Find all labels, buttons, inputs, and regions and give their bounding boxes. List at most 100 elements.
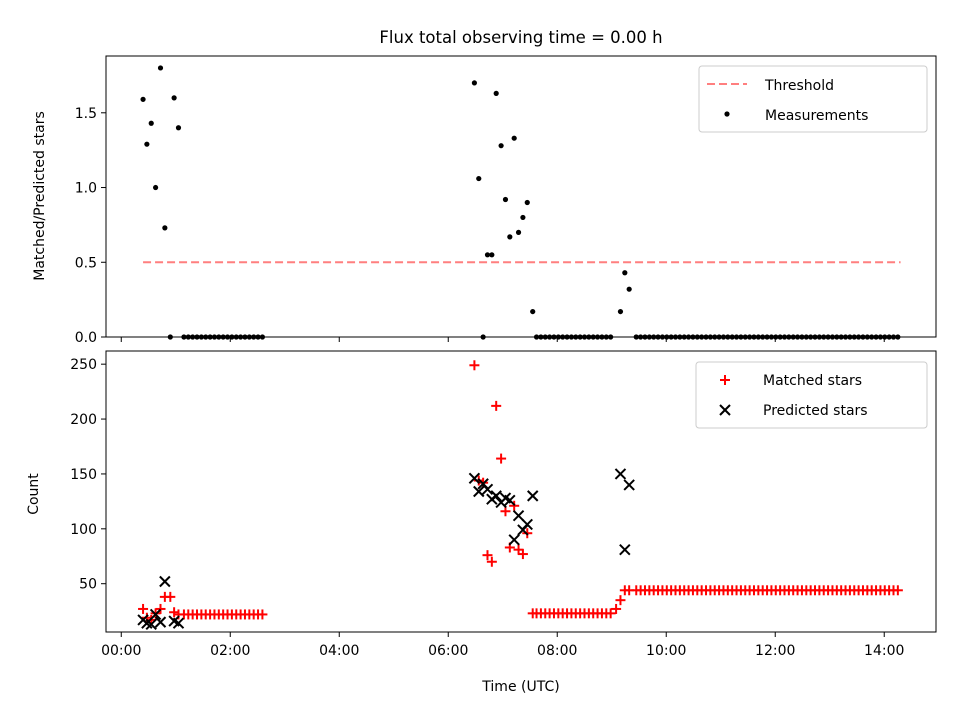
measurement-point bbox=[794, 334, 801, 340]
measurement-point bbox=[220, 334, 226, 340]
legend-measurements-label: Measurements bbox=[765, 108, 868, 124]
predicted-star-point bbox=[159, 575, 171, 588]
measurement-point bbox=[733, 334, 740, 340]
measurement-point bbox=[834, 334, 840, 340]
measurement-point bbox=[573, 334, 579, 340]
measurement-point bbox=[171, 95, 177, 101]
measurement-point bbox=[207, 334, 213, 340]
bottom-y-tick-label: 50 bbox=[79, 577, 97, 593]
matched-star-point bbox=[491, 400, 502, 411]
measurement-point bbox=[259, 334, 266, 340]
matched-star-point bbox=[165, 591, 176, 602]
bottom-y-tick-label: 250 bbox=[70, 357, 97, 373]
measurement-point bbox=[586, 334, 592, 340]
measurement-point bbox=[642, 334, 648, 340]
x-tick-label: 06:00 bbox=[428, 643, 468, 659]
predicted-star-point bbox=[154, 616, 167, 628]
measurement-point bbox=[564, 334, 570, 340]
matched-star-point bbox=[517, 549, 528, 560]
measurement-point bbox=[162, 225, 168, 231]
measurement-point bbox=[638, 334, 644, 340]
matched-star-point bbox=[611, 603, 622, 614]
matched-star-points bbox=[138, 360, 903, 625]
measurement-point bbox=[507, 234, 513, 240]
bottom-legend: Matched stars Predicted stars bbox=[695, 361, 928, 429]
measurement-point bbox=[524, 199, 530, 206]
top-y-tick-label: 0.5 bbox=[75, 255, 97, 271]
measurement-point bbox=[229, 334, 235, 340]
bottom-y-tick-label: 200 bbox=[70, 412, 97, 428]
predicted-star-point bbox=[527, 490, 539, 502]
measurement-point bbox=[685, 334, 692, 340]
measurement-point bbox=[599, 334, 605, 340]
measurement-point bbox=[655, 334, 661, 340]
measurement-point bbox=[476, 175, 482, 182]
measurement-point bbox=[590, 334, 596, 340]
measurement-point bbox=[768, 334, 775, 340]
top-legend: Threshold Measurements bbox=[698, 65, 928, 133]
measurement-point bbox=[790, 334, 796, 340]
measurement-point bbox=[699, 334, 705, 340]
measurement-point bbox=[603, 334, 609, 340]
measurement-point bbox=[751, 334, 757, 340]
measurement-point bbox=[577, 334, 583, 340]
measurement-point bbox=[148, 120, 154, 126]
measurement-point bbox=[712, 334, 718, 340]
legend-predicted-marker bbox=[719, 404, 731, 416]
bottom-y-tick-label: 100 bbox=[70, 522, 97, 538]
measurement-point bbox=[651, 334, 657, 340]
measurement-point bbox=[716, 334, 722, 340]
measurement-point bbox=[856, 334, 862, 340]
measurement-point bbox=[581, 334, 588, 340]
predicted-star-point bbox=[172, 617, 185, 629]
measurement-point bbox=[864, 334, 870, 340]
measurement-point bbox=[140, 96, 146, 102]
predicted-star-point bbox=[490, 490, 502, 502]
x-tick-label: 00:00 bbox=[101, 643, 141, 659]
matched-star-point bbox=[615, 595, 626, 606]
measurement-point bbox=[781, 334, 788, 340]
measurement-point bbox=[560, 334, 566, 340]
measurement-point bbox=[167, 334, 173, 340]
measurement-point bbox=[538, 334, 544, 340]
legend-predicted-swatch bbox=[719, 404, 731, 416]
measurement-point bbox=[216, 334, 222, 340]
matched-star-point bbox=[169, 607, 180, 618]
predicted-star-point bbox=[149, 608, 162, 621]
x-tick-label: 02:00 bbox=[210, 643, 250, 659]
measurement-point bbox=[617, 308, 624, 315]
matched-star-point bbox=[155, 603, 166, 614]
predicted-star-point bbox=[473, 485, 485, 498]
measurement-point bbox=[224, 334, 231, 340]
bottom-ticks: 00:00 02:00 04:00 06:00 08:00 10:00 12:00 14:00… bbox=[70, 357, 904, 659]
x-tick-label: 04:00 bbox=[319, 643, 359, 659]
measurement-point bbox=[838, 334, 844, 340]
measurement-point bbox=[480, 334, 486, 340]
measurement-point bbox=[738, 334, 744, 340]
measurement-point bbox=[812, 334, 818, 340]
measurement-point bbox=[251, 334, 257, 340]
measurement-point bbox=[542, 334, 548, 340]
predicted-star-point bbox=[145, 618, 157, 631]
measurement-point bbox=[175, 125, 182, 131]
measurement-point bbox=[157, 65, 164, 71]
measurement-point bbox=[594, 334, 601, 340]
predicted-star-point bbox=[512, 509, 525, 522]
x-tick-label: 08:00 bbox=[537, 643, 577, 659]
bottom-y-tick-label: 150 bbox=[70, 467, 97, 483]
bottom-y-axis-label: Count bbox=[26, 473, 42, 515]
measurement-point bbox=[493, 90, 499, 96]
matched-star-point bbox=[257, 609, 268, 620]
predicted-star-point bbox=[468, 472, 481, 485]
measurement-point bbox=[242, 334, 248, 340]
top-ticks: 0.0 0.5 1.0 1.5 bbox=[75, 106, 885, 346]
measurement-point bbox=[471, 80, 478, 86]
measurement-point bbox=[729, 334, 735, 340]
top-plot: 0.0 0.5 1.0 1.5 Matched/Predicted stars Thr… bbox=[32, 55, 937, 346]
measurement-point bbox=[633, 334, 639, 340]
measurement-point bbox=[808, 334, 814, 340]
measurement-point bbox=[198, 334, 204, 340]
measurement-point bbox=[190, 334, 196, 340]
measurement-point bbox=[233, 334, 239, 340]
x-tick-label: 10:00 bbox=[646, 643, 686, 659]
